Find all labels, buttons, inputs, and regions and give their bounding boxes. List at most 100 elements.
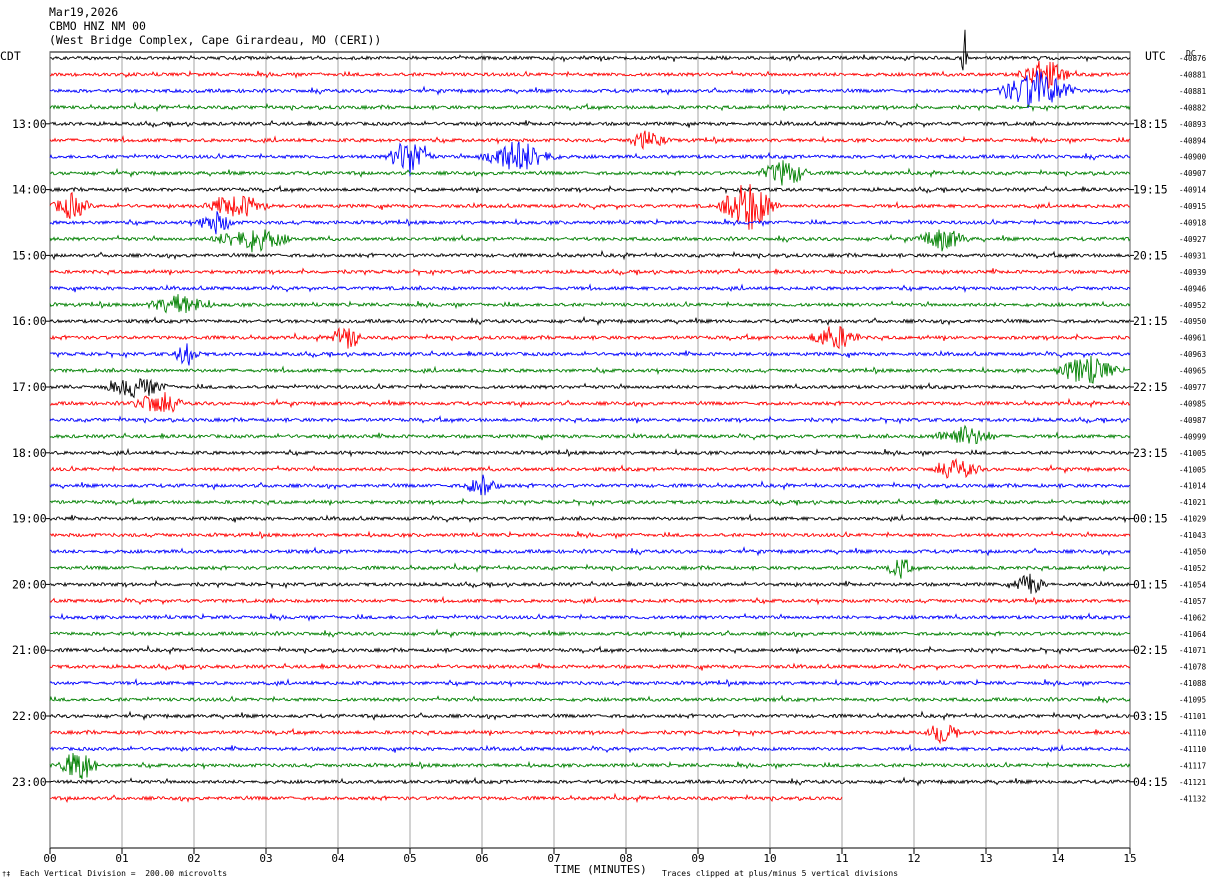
x-tick-label: 04 bbox=[331, 852, 345, 865]
seismic-trace bbox=[49, 612, 1131, 622]
seismic-trace bbox=[49, 628, 1131, 639]
dc-offset-label: -41117 bbox=[1179, 761, 1206, 770]
station-location: (West Bridge Complex, Cape Girardeau, MO… bbox=[49, 33, 382, 47]
dc-offset-label: -41095 bbox=[1179, 696, 1206, 705]
seismic-trace bbox=[50, 392, 1131, 413]
left-hour-label: 14:00 bbox=[12, 183, 47, 197]
seismic-trace bbox=[49, 415, 1131, 425]
seismic-trace bbox=[49, 710, 1131, 721]
dc-offset-header: DC bbox=[1186, 49, 1196, 58]
dc-offset-label: -41043 bbox=[1179, 531, 1206, 540]
dc-offset-label: -41101 bbox=[1179, 712, 1206, 721]
seismic-trace bbox=[49, 101, 1131, 113]
footer-mark: †‡ bbox=[2, 870, 11, 878]
right-hour-label: 00:15 bbox=[1133, 512, 1168, 526]
dc-offset-label: -40914 bbox=[1179, 186, 1207, 195]
seismic-trace bbox=[50, 119, 1130, 129]
seismic-trace bbox=[49, 211, 1131, 235]
seismic-trace bbox=[49, 70, 1131, 109]
clip-note: Traces clipped at plus/minus 5 vertical … bbox=[662, 869, 899, 878]
right-hour-label: 19:15 bbox=[1133, 183, 1168, 197]
dc-offset-label: -40965 bbox=[1179, 367, 1206, 376]
plot-frame bbox=[49, 51, 1131, 849]
seismic-trace bbox=[49, 355, 1131, 384]
x-tick-label: 02 bbox=[187, 852, 200, 865]
x-tick-label: 08 bbox=[619, 852, 632, 865]
seismic-trace bbox=[49, 595, 1131, 606]
dc-offset-label: -41021 bbox=[1179, 498, 1206, 507]
right-hour-label: 23:15 bbox=[1133, 446, 1168, 460]
station-code: CBMO HNZ NM 00 bbox=[49, 19, 146, 33]
seismic-trace bbox=[49, 315, 1131, 327]
seismic-trace bbox=[49, 343, 1131, 366]
seismic-trace bbox=[49, 130, 1131, 151]
dc-offset-label: -40939 bbox=[1179, 268, 1206, 277]
seismic-trace bbox=[49, 229, 1131, 253]
seismic-trace bbox=[49, 294, 1131, 314]
dc-offset-label: -40881 bbox=[1179, 70, 1206, 79]
left-hour-label: 22:00 bbox=[12, 709, 47, 723]
dc-offset-label: -41029 bbox=[1179, 515, 1206, 524]
seismic-traces bbox=[49, 29, 1131, 804]
seismic-trace bbox=[49, 378, 1131, 399]
x-tick-label: 09 bbox=[691, 852, 704, 865]
seismic-trace bbox=[49, 184, 1131, 230]
dc-offset-label: -41057 bbox=[1179, 597, 1206, 606]
dc-offset-label: -40893 bbox=[1179, 120, 1206, 129]
seismic-trace bbox=[49, 424, 1131, 445]
dc-offset-label: -40907 bbox=[1179, 169, 1206, 178]
seismic-trace bbox=[49, 752, 1131, 780]
record-date: Mar19,2026 bbox=[49, 5, 119, 19]
dc-offset-label: -41078 bbox=[1179, 663, 1207, 672]
dc-offset-label: -41064 bbox=[1179, 630, 1207, 639]
dc-offset-label: -41062 bbox=[1179, 613, 1206, 622]
dc-offset-label: -41110 bbox=[1179, 745, 1207, 754]
seismic-trace bbox=[49, 678, 1131, 688]
x-tick-label: 00 bbox=[43, 852, 56, 865]
left-hour-label: 17:00 bbox=[12, 380, 47, 394]
right-hour-label: 20:15 bbox=[1133, 248, 1168, 262]
seismic-trace bbox=[49, 546, 1131, 557]
seismic-trace bbox=[49, 457, 1131, 479]
left-hour-label: 15:00 bbox=[12, 248, 47, 262]
x-tick-label: 01 bbox=[115, 852, 128, 865]
dc-offset-label: -41088 bbox=[1179, 679, 1207, 688]
dc-offset-label: -40999 bbox=[1179, 432, 1206, 441]
dc-offset-label: -40918 bbox=[1179, 219, 1207, 228]
seismic-trace bbox=[49, 474, 1131, 496]
seismic-trace bbox=[49, 141, 1131, 177]
right-hour-label: 18:15 bbox=[1133, 117, 1168, 131]
left-hour-label: 18:00 bbox=[12, 446, 47, 460]
dc-offset-label: -41121 bbox=[1179, 778, 1206, 787]
dc-offset-label: -41050 bbox=[1179, 548, 1207, 557]
seismic-trace bbox=[49, 724, 1131, 745]
dc-offset-label: -40915 bbox=[1179, 202, 1206, 211]
dc-offset-label: -41014 bbox=[1179, 482, 1207, 491]
dc-offset-label: -41054 bbox=[1179, 580, 1207, 589]
seismic-trace bbox=[49, 792, 843, 804]
right-hour-label: 01:15 bbox=[1133, 577, 1168, 591]
x-tick-label: 15 bbox=[1123, 852, 1136, 865]
dc-offset-label: -40946 bbox=[1179, 284, 1207, 293]
left-hour-label: 13:00 bbox=[12, 117, 47, 131]
dc-offset-label: -40950 bbox=[1179, 317, 1207, 326]
seismic-trace bbox=[49, 513, 1131, 524]
dc-offset-label: -41005 bbox=[1179, 465, 1206, 474]
seismic-trace bbox=[50, 644, 1131, 656]
seismic-trace bbox=[49, 29, 1131, 71]
dc-offset-label: -40927 bbox=[1179, 235, 1206, 244]
seismic-trace bbox=[49, 662, 1131, 671]
seismic-trace bbox=[49, 694, 1131, 704]
left-hour-label: 23:00 bbox=[12, 775, 47, 789]
right-hour-label: 22:15 bbox=[1133, 380, 1168, 394]
seismic-trace bbox=[49, 447, 1131, 458]
dc-offset-label: -40963 bbox=[1179, 350, 1206, 359]
left-hour-label: 21:00 bbox=[12, 643, 47, 657]
dc-offset-label: -40881 bbox=[1179, 87, 1206, 96]
dc-offset-label: -41071 bbox=[1179, 646, 1206, 655]
x-axis-title: TIME (MINUTES) bbox=[554, 863, 647, 876]
x-tick-label: 14 bbox=[1051, 852, 1065, 865]
seismic-trace bbox=[49, 743, 1131, 754]
x-tick-label: 11 bbox=[835, 852, 848, 865]
